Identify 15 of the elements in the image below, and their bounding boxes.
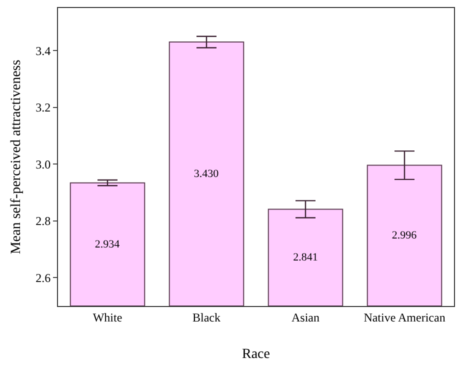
data-label: 2.934 [94, 238, 120, 250]
x-tick-label: Native American [364, 310, 446, 324]
y-tick-label: 3.0 [36, 157, 51, 172]
data-label: 3.430 [194, 168, 220, 180]
x-tick-label: White [92, 310, 122, 324]
x-tick-label: Black [192, 310, 220, 324]
data-label: 2.841 [293, 252, 318, 264]
y-tick-label: 2.8 [36, 214, 51, 228]
x-tick-label: Asian [292, 310, 320, 324]
y-tick-label: 3.4 [36, 44, 51, 58]
x-axis-title: Race [242, 347, 270, 362]
y-axis-title: Mean self-perceived attractiveness [9, 60, 24, 254]
y-tick-label: 3.2 [36, 100, 51, 115]
data-label: 2.996 [392, 230, 418, 242]
y-tick-label: 2.6 [36, 270, 51, 285]
